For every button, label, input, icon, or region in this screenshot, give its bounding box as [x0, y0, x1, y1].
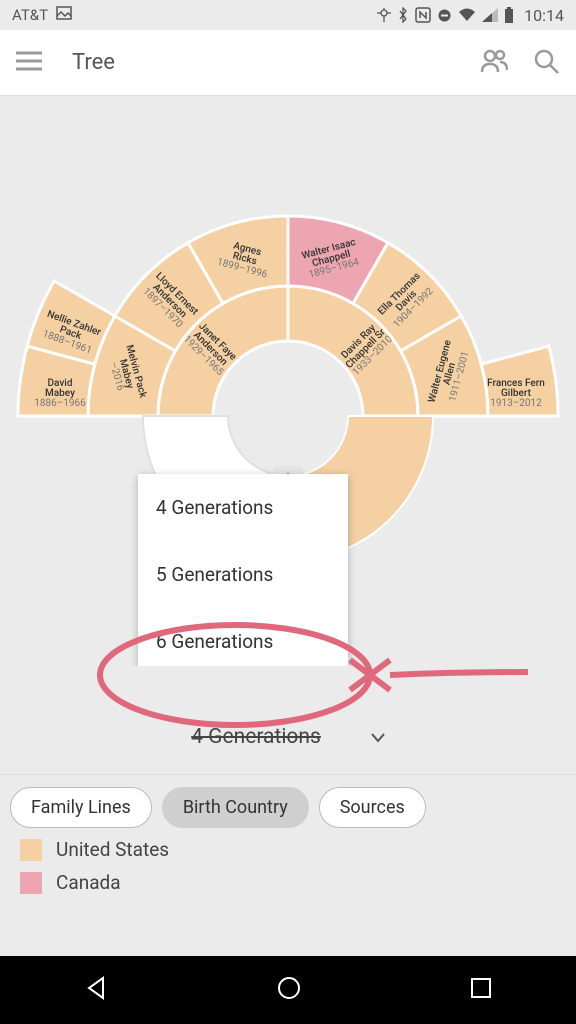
- legend-item: Canada: [20, 871, 169, 894]
- dropdown-option[interactable]: 4 Generations: [138, 474, 348, 541]
- legend-item: United States: [20, 838, 169, 861]
- legend-swatch: [20, 839, 42, 861]
- chip-sources[interactable]: Sources: [319, 787, 426, 828]
- signal-icon: [482, 8, 498, 22]
- carrier-label: AT&T: [12, 6, 48, 24]
- legend: United States Canada: [20, 838, 169, 904]
- dropdown-option[interactable]: 5 Generations: [138, 541, 348, 608]
- generations-dropdown: 4 Generations 5 Generations 6 Generation…: [138, 474, 348, 666]
- chevron-down-icon: [371, 725, 385, 749]
- picture-icon: [56, 5, 72, 25]
- people-icon[interactable]: [480, 48, 508, 78]
- filter-chips: Family Lines Birth Country Sources: [0, 774, 576, 838]
- selector-label: 4 Generations: [191, 725, 321, 749]
- legend-swatch: [20, 872, 42, 894]
- app-header: Tree: [0, 30, 576, 96]
- fan-chart: Janet FayeAnderson1929–1965 Davis RayCha…: [0, 96, 576, 666]
- menu-icon[interactable]: [16, 51, 42, 75]
- bluetooth-icon: [397, 7, 409, 23]
- back-icon[interactable]: [83, 975, 109, 1005]
- legend-label: Canada: [56, 871, 121, 894]
- android-nav-bar: [0, 956, 576, 1024]
- home-icon[interactable]: [276, 975, 302, 1005]
- legend-label: United States: [56, 838, 169, 861]
- wifi-icon: [458, 8, 476, 22]
- search-icon[interactable]: [532, 47, 560, 79]
- battery-icon: [504, 7, 514, 23]
- location-icon: [377, 8, 391, 22]
- clock-label: 10:14: [524, 6, 564, 25]
- page-title: Tree: [72, 50, 480, 75]
- status-bar: AT&T 10:14: [0, 0, 576, 30]
- recent-apps-icon[interactable]: [469, 976, 493, 1004]
- chip-family-lines[interactable]: Family Lines: [10, 787, 152, 828]
- dnd-icon: [437, 8, 452, 23]
- dropdown-option[interactable]: 6 Generations: [138, 608, 348, 666]
- chip-birth-country[interactable]: Birth Country: [162, 787, 309, 828]
- generations-selector[interactable]: 4 Generations: [0, 725, 576, 749]
- nfc-icon: [415, 7, 431, 23]
